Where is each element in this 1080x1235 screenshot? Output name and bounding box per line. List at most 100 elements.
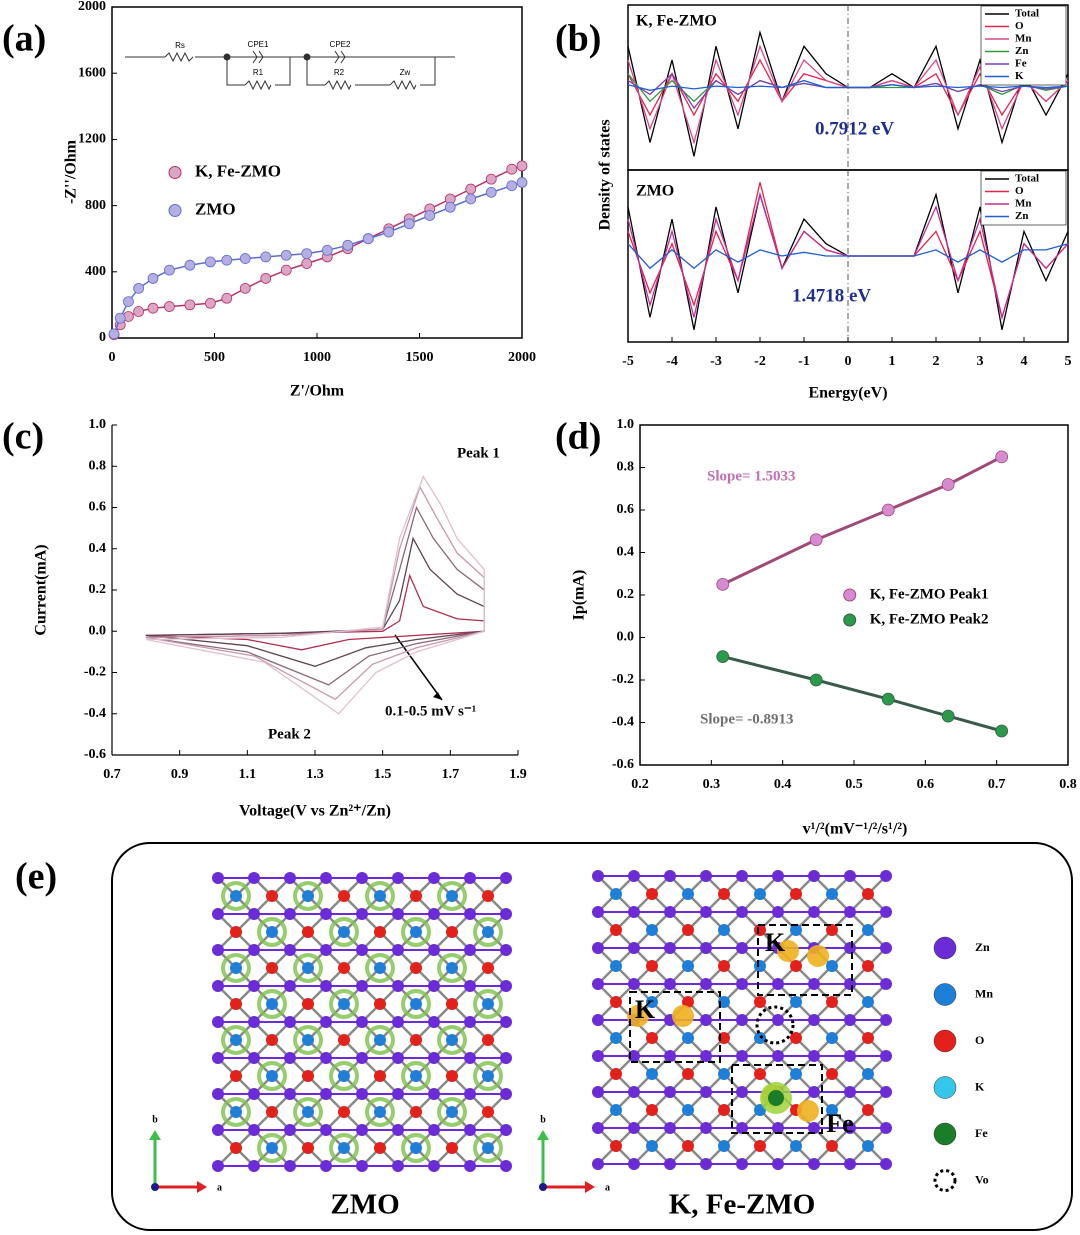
- atom: [212, 1088, 224, 1100]
- atom: [718, 888, 730, 900]
- data-point: [184, 299, 196, 311]
- atom: [862, 1104, 874, 1116]
- atom: [628, 1158, 640, 1170]
- atom: [880, 906, 892, 918]
- x-axis-label: Voltage(V vs Zn²⁺/Zn): [239, 803, 391, 820]
- atom: [736, 1014, 748, 1026]
- x-tick-label: -1: [798, 354, 810, 369]
- atom: [500, 1124, 512, 1136]
- charge-density: [221, 1025, 251, 1055]
- legend-label: Mn: [1015, 33, 1032, 45]
- series-line: [145, 475, 485, 715]
- atom: [356, 1160, 368, 1172]
- atom: [718, 924, 730, 936]
- y-tick-label: 800: [85, 198, 106, 213]
- atom: [464, 944, 476, 956]
- atom: [736, 906, 748, 918]
- atom: [880, 1014, 892, 1026]
- axis-origin: [151, 1183, 159, 1191]
- atom: [356, 1052, 368, 1064]
- atom: [248, 1052, 260, 1064]
- atom: [736, 1050, 748, 1062]
- atom: [266, 926, 278, 938]
- lattices: [212, 870, 892, 1172]
- data-point: [301, 258, 313, 269]
- atom: [410, 1034, 422, 1046]
- atom: [682, 1140, 694, 1152]
- atom: [230, 962, 242, 974]
- x-tick-label: 0.7: [988, 777, 1006, 792]
- data-point: [108, 328, 120, 340]
- atom: [428, 1016, 440, 1028]
- x-tick-label: 1.1: [239, 767, 257, 782]
- atom: [664, 1122, 676, 1134]
- atom: [212, 1160, 224, 1172]
- atom: [446, 1142, 458, 1154]
- data-point: [941, 709, 955, 723]
- atom: [628, 870, 640, 882]
- charge-density: [437, 1025, 467, 1055]
- axis-arrow-head: [197, 1181, 207, 1193]
- atom: [768, 1090, 784, 1106]
- atom: [428, 1088, 440, 1100]
- atom: [392, 1052, 404, 1064]
- charge-density: [437, 1097, 467, 1127]
- legend-label: O: [975, 1033, 984, 1047]
- atom: [664, 978, 676, 990]
- charge-density: [221, 953, 251, 983]
- atom: [844, 1050, 856, 1062]
- atom: [790, 996, 802, 1008]
- atom: [392, 1124, 404, 1136]
- atom: [736, 1122, 748, 1134]
- atom: [628, 978, 640, 990]
- y-tick-label: 0.6: [89, 500, 107, 515]
- atom: [482, 1070, 494, 1082]
- atom: [880, 1122, 892, 1134]
- subplot-title: K, Fe-ZMO: [636, 13, 717, 30]
- atom: [628, 1086, 640, 1098]
- atom: [212, 980, 224, 992]
- atom: [302, 962, 314, 974]
- atom: [284, 1088, 296, 1100]
- data-point: [809, 673, 823, 687]
- atom: [356, 1088, 368, 1100]
- atom: [248, 980, 260, 992]
- region-label: K: [635, 995, 656, 1024]
- atom: [736, 1086, 748, 1098]
- charge-density: [221, 881, 251, 911]
- atom: [284, 1124, 296, 1136]
- y-tick-label: 0.6: [617, 502, 635, 517]
- data-point: [133, 282, 145, 294]
- atom: [808, 1014, 820, 1026]
- legend-label: Fe: [975, 1126, 988, 1140]
- annotation: 0.1-0.5 mV s⁻¹: [385, 703, 476, 719]
- atom: [500, 872, 512, 884]
- charge-density: [365, 881, 395, 911]
- resistor: [244, 79, 272, 91]
- circuit-label: CPE1: [248, 40, 269, 49]
- x-tick-label: 3: [977, 354, 984, 369]
- atom: [826, 960, 838, 972]
- atom: [320, 980, 332, 992]
- atom: [772, 1014, 784, 1026]
- legend-frame: [980, 5, 1067, 86]
- atom: [248, 908, 260, 920]
- legend-label: O: [1015, 185, 1024, 197]
- legend-label: Zn: [975, 940, 990, 954]
- legend-label: Total: [1015, 173, 1039, 185]
- charge-density: [437, 881, 467, 911]
- atom: [500, 944, 512, 956]
- data-point: [383, 226, 395, 238]
- data-point: [995, 450, 1009, 464]
- atom: [592, 1014, 604, 1026]
- data-point: [485, 186, 497, 198]
- region-box: [731, 1064, 823, 1134]
- data-point: [239, 282, 251, 294]
- atom: [392, 908, 404, 920]
- atom: [374, 1034, 386, 1046]
- atom: [880, 942, 892, 954]
- atom: [700, 1014, 712, 1026]
- atom: [808, 1086, 820, 1098]
- atom: [826, 924, 838, 936]
